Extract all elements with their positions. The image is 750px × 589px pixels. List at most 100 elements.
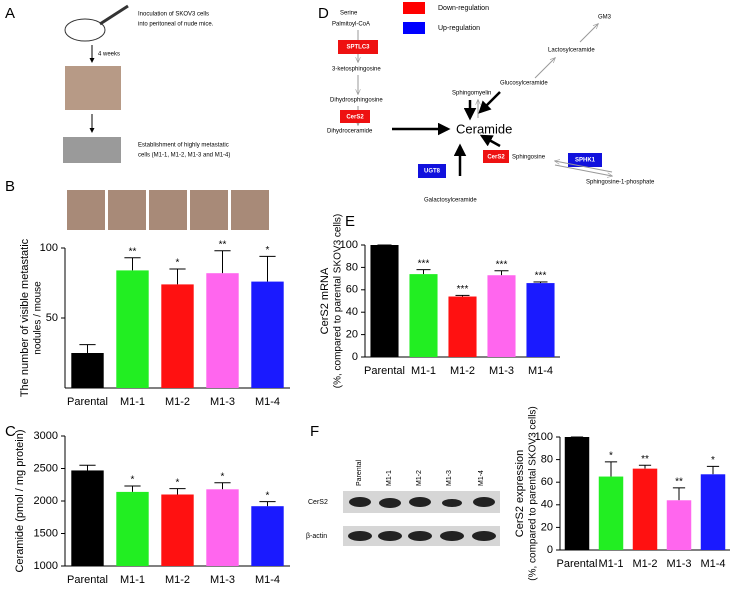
x-tick-label: Parental bbox=[67, 396, 108, 408]
y-tick-label: 1000 bbox=[34, 560, 58, 572]
bar bbox=[251, 281, 284, 388]
legend-swatch bbox=[403, 2, 425, 14]
band bbox=[378, 531, 402, 541]
y-tick-label: 60 bbox=[541, 476, 553, 488]
photo bbox=[231, 190, 269, 230]
lane-label: M1-1 bbox=[386, 470, 393, 486]
band bbox=[379, 498, 401, 508]
significance: * bbox=[131, 475, 135, 486]
arrow bbox=[478, 91, 501, 114]
bar bbox=[206, 273, 239, 388]
significance: ** bbox=[641, 454, 649, 465]
band bbox=[349, 497, 371, 507]
x-tick-label: M1-3 bbox=[210, 396, 235, 408]
node: Dihydroceramide bbox=[327, 129, 373, 135]
bar bbox=[116, 491, 149, 566]
y-axis-label: Ceramide (pmol / mg protein) bbox=[14, 429, 26, 572]
significance: ** bbox=[129, 246, 137, 257]
x-tick-label: M1-1 bbox=[120, 574, 145, 586]
photo bbox=[190, 190, 228, 230]
bar bbox=[448, 296, 477, 357]
significance: * bbox=[221, 471, 225, 482]
node: Sphingomyelin bbox=[452, 91, 491, 97]
photo bbox=[67, 190, 105, 230]
bar bbox=[251, 506, 284, 566]
y-axis-label: (%, compared to parental SKOV3 cells) bbox=[333, 214, 344, 389]
y-tick-label: 100 bbox=[40, 242, 58, 254]
panel-label: F bbox=[310, 423, 319, 440]
photo bbox=[108, 190, 146, 230]
x-tick-label: M1-4 bbox=[700, 558, 725, 570]
significance: ** bbox=[675, 476, 683, 487]
bar bbox=[700, 474, 726, 550]
significance: * bbox=[176, 477, 180, 488]
panel-label: A bbox=[5, 5, 15, 22]
enzyme-box bbox=[483, 150, 509, 163]
y-tick-label: 50 bbox=[46, 312, 58, 324]
lane-label: M1-4 bbox=[478, 470, 485, 486]
y-tick-label: 40 bbox=[541, 499, 553, 511]
arrow bbox=[579, 24, 598, 43]
y-tick-label: 40 bbox=[346, 306, 358, 318]
x-tick-label: M1-3 bbox=[489, 365, 514, 377]
y-tick-label: 80 bbox=[346, 261, 358, 273]
enzyme: UGT8 bbox=[424, 169, 441, 175]
node: Galactosylceramide bbox=[424, 198, 477, 204]
y-tick-label: 100 bbox=[535, 431, 553, 443]
arrow bbox=[555, 161, 613, 173]
node: Dihydrosphingosine bbox=[330, 98, 383, 104]
panel-a: A Inoculation of SKOV3 cells into perito… bbox=[5, 4, 230, 163]
lane-label: M1-2 bbox=[416, 470, 423, 486]
x-tick-label: M1-1 bbox=[598, 558, 623, 570]
x-tick-label: M1-2 bbox=[450, 365, 475, 377]
bar bbox=[161, 284, 194, 388]
band bbox=[440, 531, 464, 541]
x-tick-label: M1-1 bbox=[411, 365, 436, 377]
band bbox=[409, 497, 431, 507]
node: 3-ketosphingosine bbox=[332, 67, 381, 73]
significance: * bbox=[176, 258, 180, 269]
y-tick-label: 0 bbox=[352, 351, 358, 363]
x-tick-label: M1-4 bbox=[255, 396, 280, 408]
row-label: CerS2 bbox=[308, 499, 328, 506]
y-tick-label: 2000 bbox=[34, 495, 58, 507]
node: Glucosylceramide bbox=[500, 81, 548, 87]
x-tick-label: M1-4 bbox=[528, 365, 553, 377]
significance: *** bbox=[418, 258, 430, 269]
y-axis-label: CerS2 mRNA bbox=[319, 267, 331, 334]
significance: *** bbox=[535, 271, 547, 282]
step-text: Establishment of highly metastatic bbox=[138, 143, 229, 149]
node: GM3 bbox=[598, 15, 612, 21]
significance: * bbox=[266, 490, 270, 501]
x-tick-label: Parental bbox=[67, 574, 108, 586]
bar bbox=[206, 489, 239, 566]
enzyme: SPHK1 bbox=[575, 158, 596, 164]
y-tick-label: 60 bbox=[346, 284, 358, 296]
panel-label: C bbox=[5, 423, 16, 440]
bar bbox=[116, 270, 149, 388]
significance: *** bbox=[496, 259, 508, 270]
band bbox=[473, 497, 495, 507]
panel-label: B bbox=[5, 178, 15, 195]
panel-label: E bbox=[345, 213, 355, 230]
bar bbox=[526, 283, 555, 357]
photo bbox=[149, 190, 187, 230]
photo bbox=[65, 66, 121, 110]
x-tick-label: Parental bbox=[557, 558, 598, 570]
legend-swatch bbox=[403, 22, 425, 34]
bar bbox=[71, 353, 104, 388]
bar bbox=[666, 500, 692, 550]
step-text: Inoculation of SKOV3 cells bbox=[138, 12, 209, 18]
enzyme-box bbox=[340, 110, 370, 123]
node: Palmitoyl-CoA bbox=[332, 22, 370, 28]
bar bbox=[564, 437, 590, 550]
significance: ** bbox=[219, 239, 227, 250]
step-text: into peritoneal of nude mice. bbox=[138, 22, 214, 28]
band bbox=[472, 531, 496, 541]
y-tick-label: 2500 bbox=[34, 462, 58, 474]
duration: 4 weeks bbox=[98, 52, 120, 58]
arrow bbox=[534, 58, 555, 79]
x-tick-label: M1-1 bbox=[120, 396, 145, 408]
mouse-icon bbox=[64, 18, 106, 42]
node: Lactosylceramide bbox=[548, 48, 595, 54]
